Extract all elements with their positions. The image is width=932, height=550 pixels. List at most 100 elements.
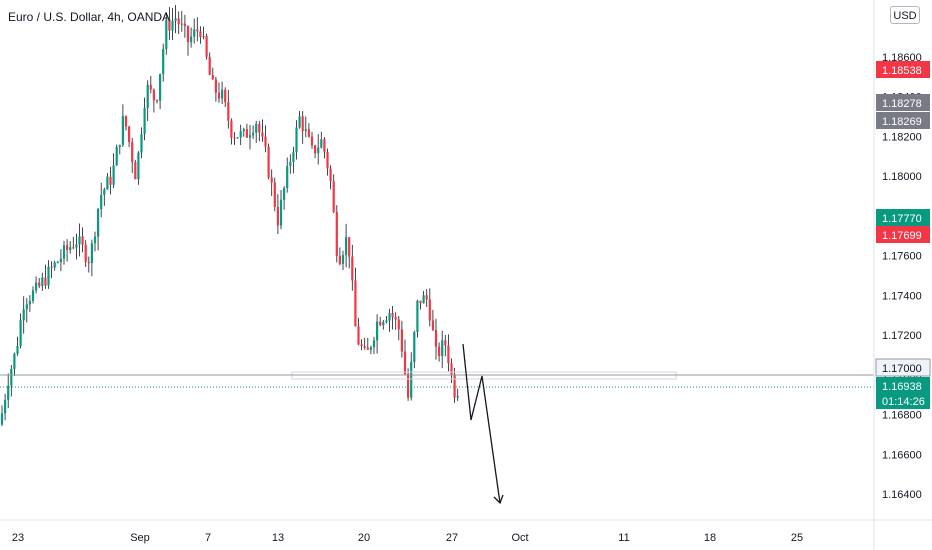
candle-body (230, 120, 233, 138)
candle-body (152, 89, 155, 101)
candle-body (345, 237, 348, 256)
price-tag-label: 1.18278 (882, 98, 922, 110)
price-tag (876, 392, 930, 409)
candle-body (348, 237, 351, 257)
candle-body (391, 313, 394, 318)
price-tag-label: 1.16938 (882, 381, 922, 393)
candle-body (149, 84, 152, 90)
candle-body (28, 300, 31, 305)
candle-body (233, 137, 236, 139)
candle-body (131, 142, 134, 163)
candle-body (388, 313, 391, 321)
candle-body (162, 48, 165, 75)
candle-body (31, 290, 35, 301)
time-tick-label: 25 (791, 532, 803, 544)
price-tag (876, 61, 930, 78)
candle-body (410, 361, 413, 398)
candle-body (22, 309, 25, 321)
price-tick-label: 1.18000 (882, 171, 922, 183)
candle-body (50, 266, 53, 268)
candle-body (47, 266, 50, 286)
candle-body (351, 256, 354, 281)
price-tag (876, 112, 930, 129)
candle-body (317, 147, 320, 154)
candle-body (283, 188, 286, 200)
price-tag (876, 226, 930, 243)
candle-body (56, 262, 59, 264)
candle-body (0, 413, 4, 425)
currency-button[interactable]: USD (890, 6, 920, 24)
candle-body (168, 19, 171, 31)
candle-body (248, 135, 252, 138)
time-tick-label: 18 (704, 532, 716, 544)
candle-body (62, 245, 66, 259)
candle-body (372, 340, 376, 348)
candle-body (338, 256, 341, 264)
candle-body (146, 84, 149, 109)
candle-body (255, 124, 258, 133)
candle-body (301, 116, 304, 132)
time-tick-label: 13 (272, 532, 284, 544)
price-tag (875, 358, 931, 377)
candle-body (314, 145, 317, 154)
candle-body (217, 92, 221, 99)
candle-body (354, 280, 357, 327)
candle-body (403, 351, 407, 375)
price-tag-label: 1.17000 (882, 363, 922, 375)
candle-body (264, 136, 267, 147)
price-tick-label: 1.17600 (882, 251, 922, 263)
candle-body (44, 277, 47, 286)
price-tag (876, 377, 930, 394)
candle-body (326, 151, 329, 169)
candle-body (450, 363, 453, 375)
candle-body (128, 126, 131, 143)
candle-body (332, 181, 335, 212)
candle-body (453, 374, 456, 398)
price-tag (876, 209, 930, 226)
candle-body (193, 29, 196, 37)
price-tag-label: 1.17699 (882, 230, 922, 242)
time-tick-label: 11 (618, 532, 629, 544)
candle-body (236, 137, 239, 139)
candle-body (416, 300, 419, 333)
candle-body (310, 136, 314, 146)
candle-body (205, 35, 208, 57)
candle-body (276, 206, 279, 226)
candle-body (320, 139, 323, 148)
time-axis: 23 Sep 7 13 20 27 Oct 11 18 25 (12, 532, 803, 544)
candle-body (270, 177, 273, 183)
candle-body (385, 320, 388, 323)
candle-body (66, 245, 69, 250)
time-tick-label: Sep (130, 532, 150, 544)
projection-arrowhead (493, 494, 504, 505)
candle-body (72, 247, 75, 249)
candle-body (407, 374, 410, 398)
candle-body (112, 165, 115, 185)
time-tick-label: 23 (12, 532, 24, 544)
candle-body (10, 368, 13, 386)
price-tag (876, 94, 930, 111)
candle-body (75, 244, 78, 248)
price-tag-label: 1.18269 (882, 116, 922, 128)
candle-body (140, 134, 143, 153)
candle-body (360, 344, 363, 347)
candle-body (447, 345, 450, 364)
candle-body (93, 236, 97, 244)
candle-body (211, 74, 214, 80)
candle-body (41, 277, 44, 287)
candle-body (376, 321, 379, 341)
candle-body (245, 129, 248, 138)
candle-body (69, 247, 72, 250)
price-tick-label: 1.16400 (882, 489, 922, 501)
candle-body (289, 161, 292, 166)
candle-body (434, 329, 438, 347)
candle-body (19, 320, 22, 347)
price-tick-label: 1.16600 (882, 449, 922, 461)
price-tick-label: 1.18200 (882, 131, 922, 143)
time-tick-label: 27 (446, 532, 458, 544)
candle-body (357, 326, 360, 345)
candle-body (143, 108, 146, 135)
candle-body (431, 320, 434, 330)
candle-body (261, 132, 264, 137)
